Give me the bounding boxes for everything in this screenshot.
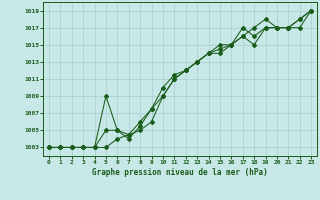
X-axis label: Graphe pression niveau de la mer (hPa): Graphe pression niveau de la mer (hPa) xyxy=(92,168,268,177)
